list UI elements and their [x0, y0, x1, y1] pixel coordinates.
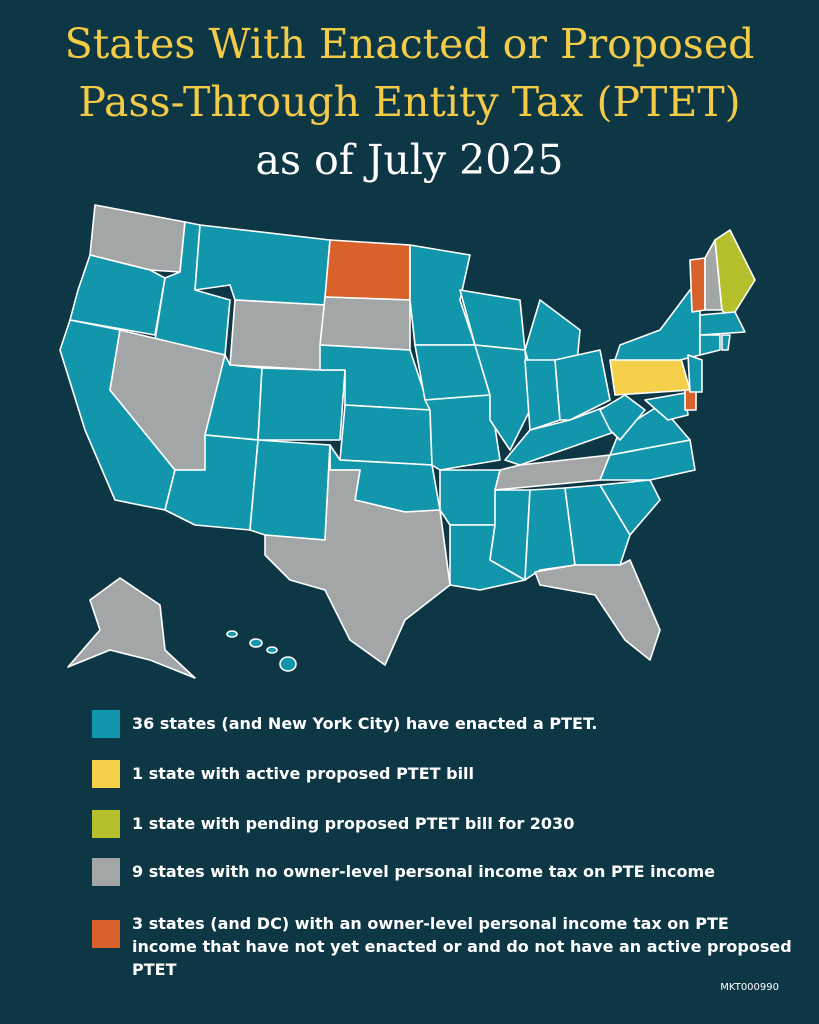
state: [324, 239, 411, 301]
state: [266, 646, 278, 654]
state: [599, 394, 646, 441]
us-map: [59, 204, 756, 679]
state: [684, 389, 697, 411]
state: [644, 392, 689, 421]
state: [439, 469, 501, 526]
state: [689, 257, 706, 313]
legend-swatch: [92, 858, 120, 886]
state: [249, 638, 263, 648]
legend-text: 1 state with active proposed PTET bill: [132, 764, 475, 783]
state: [257, 367, 346, 441]
state: [614, 289, 701, 361]
state: [609, 354, 691, 396]
state: [599, 439, 696, 481]
legend-item: 1 state with active proposed PTET bill: [92, 760, 792, 788]
legend-item: 9 states with no owner-level personal in…: [92, 858, 792, 886]
state: [699, 311, 746, 336]
subtitle: as of July 2025: [255, 136, 564, 184]
state: [229, 299, 326, 371]
title-line: States With Enacted or Proposed: [64, 20, 755, 68]
legend-text: 9 states with no owner-level personal in…: [132, 862, 716, 881]
state: [319, 296, 411, 351]
state: [554, 349, 611, 421]
state: [424, 394, 501, 471]
legend-swatch: [92, 920, 120, 948]
state: [687, 354, 703, 393]
state: [524, 359, 561, 431]
legend-swatch: [92, 760, 120, 788]
state: [474, 344, 531, 451]
state: [699, 334, 721, 356]
legend-item: 3 states (and DC) with an owner-level pe…: [92, 910, 792, 981]
legend-swatch: [92, 710, 120, 738]
state: [534, 559, 661, 661]
state: [194, 224, 331, 306]
state: [339, 404, 433, 466]
legend-item: 1 state with pending proposed PTET bill …: [92, 810, 792, 838]
state: [279, 656, 297, 672]
state: [489, 489, 531, 581]
state: [599, 479, 661, 536]
state: [714, 229, 756, 321]
state: [264, 444, 451, 666]
state: [564, 484, 631, 566]
state: [226, 630, 238, 638]
legend-swatch: [92, 810, 120, 838]
state: [721, 334, 731, 351]
state: [89, 204, 186, 273]
state: [249, 439, 331, 541]
legend-text: 1 state with pending proposed PTET bill …: [132, 814, 575, 833]
legend-text: 3 states (and DC) with an owner-level pe…: [132, 914, 792, 979]
footer-code: MKT000990: [720, 982, 779, 993]
legend-text: 36 states (and New York City) have enact…: [132, 714, 598, 733]
state: [67, 577, 196, 679]
legend-item: 36 states (and New York City) have enact…: [92, 710, 792, 738]
title-line: Pass-Through Entity Tax (PTET): [78, 78, 741, 126]
